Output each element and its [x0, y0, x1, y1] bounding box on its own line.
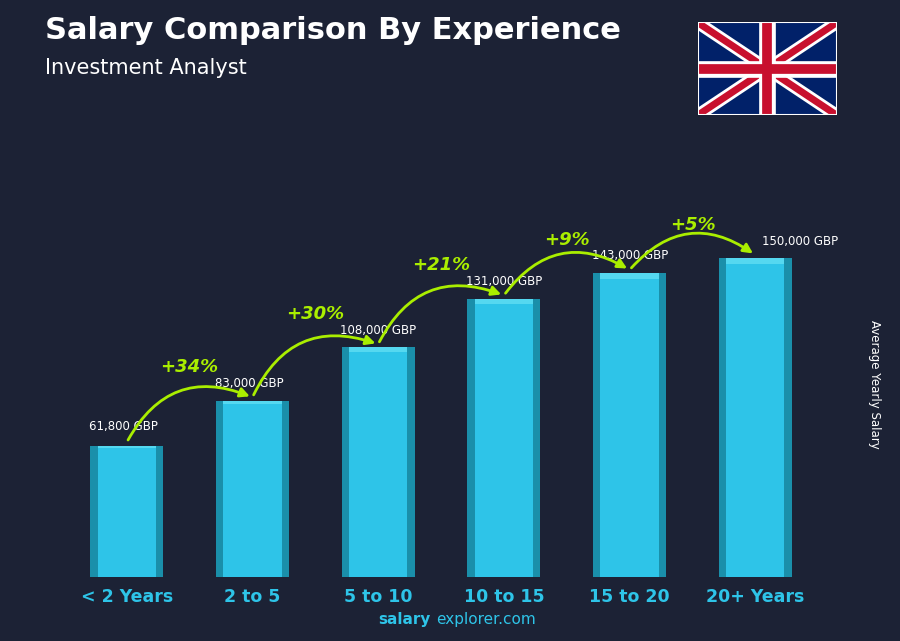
Text: +34%: +34%	[160, 358, 219, 376]
Bar	[90, 445, 97, 577]
FancyArrowPatch shape	[632, 233, 751, 268]
Text: 108,000 GBP: 108,000 GBP	[340, 324, 417, 337]
Bar	[533, 299, 540, 577]
Bar	[600, 273, 659, 279]
Bar	[97, 445, 156, 448]
Bar	[467, 299, 474, 577]
Text: +9%: +9%	[544, 231, 590, 249]
Bar	[593, 273, 600, 577]
Text: 143,000 GBP: 143,000 GBP	[592, 249, 668, 262]
Bar	[659, 273, 666, 577]
Bar	[342, 347, 415, 577]
Bar	[223, 401, 282, 404]
FancyArrowPatch shape	[380, 286, 499, 342]
Text: Average Yearly Salary: Average Yearly Salary	[868, 320, 881, 449]
Bar	[156, 445, 163, 577]
FancyArrowPatch shape	[128, 387, 247, 440]
Bar	[474, 299, 533, 304]
Bar	[785, 258, 792, 577]
Text: Investment Analyst: Investment Analyst	[45, 58, 247, 78]
Bar	[216, 401, 223, 577]
FancyArrowPatch shape	[254, 336, 373, 395]
Bar	[719, 258, 792, 577]
Text: +30%: +30%	[286, 305, 345, 323]
Bar	[349, 347, 408, 352]
Bar	[408, 347, 415, 577]
Text: +5%: +5%	[670, 216, 716, 234]
Bar	[342, 347, 349, 577]
Text: salary: salary	[378, 612, 430, 627]
Bar	[90, 445, 163, 577]
Text: 131,000 GBP: 131,000 GBP	[466, 275, 543, 288]
Text: +21%: +21%	[412, 256, 470, 274]
Text: 61,800 GBP: 61,800 GBP	[89, 420, 158, 433]
Bar	[216, 401, 289, 577]
Text: 150,000 GBP: 150,000 GBP	[761, 235, 838, 247]
Text: 83,000 GBP: 83,000 GBP	[215, 377, 284, 390]
Bar	[726, 258, 785, 264]
Bar	[719, 258, 726, 577]
Text: Salary Comparison By Experience: Salary Comparison By Experience	[45, 16, 621, 45]
Text: explorer.com: explorer.com	[436, 612, 536, 627]
FancyArrowPatch shape	[506, 253, 625, 293]
Bar	[593, 273, 666, 577]
Bar	[467, 299, 540, 577]
Bar	[282, 401, 289, 577]
